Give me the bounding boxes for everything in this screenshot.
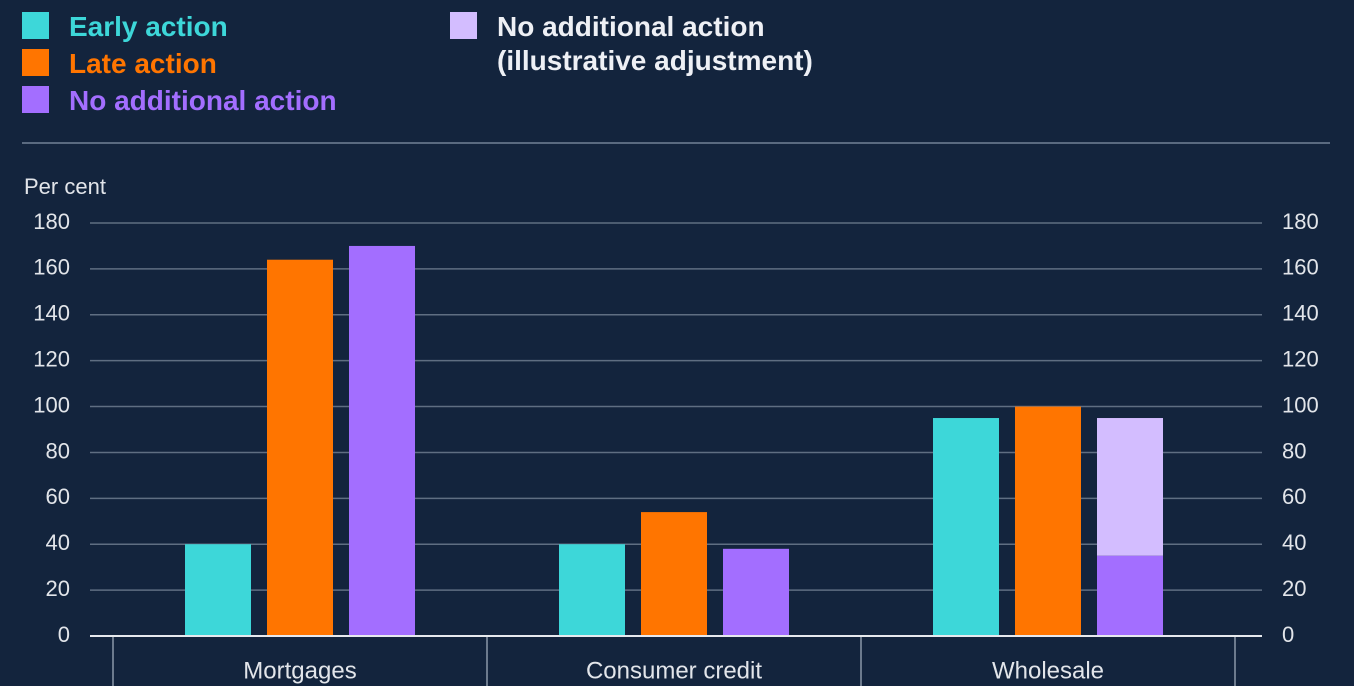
y-tick-label: 120 xyxy=(33,346,70,371)
legend-label: No additional action xyxy=(69,85,337,116)
x-tick-label: Mortgages xyxy=(243,657,356,684)
y-tick-label-right: 100 xyxy=(1282,392,1319,417)
bar xyxy=(723,548,789,636)
bar xyxy=(349,245,415,636)
y-tick-label: 160 xyxy=(33,255,70,280)
y-tick-label-right: 40 xyxy=(1282,530,1306,555)
x-tick-label: Consumer credit xyxy=(586,657,762,684)
y-tick-label-right: 140 xyxy=(1282,301,1319,326)
y-tick-label-right: 0 xyxy=(1282,622,1294,647)
x-tick-label: Wholesale xyxy=(992,657,1104,684)
legend-item: No additional action xyxy=(22,84,337,118)
legend-swatch xyxy=(22,49,49,76)
bar xyxy=(559,544,625,636)
legend-item: Late action xyxy=(22,47,217,81)
bar xyxy=(933,418,999,636)
legend-label: No additional action (illustrative adjus… xyxy=(497,11,813,76)
bar xyxy=(1097,418,1163,556)
y-tick-label-right: 80 xyxy=(1282,438,1306,463)
bar xyxy=(641,512,707,636)
y-tick-label-right: 60 xyxy=(1282,484,1306,509)
y-tick-label: 140 xyxy=(33,301,70,326)
y-tick-label-right: 20 xyxy=(1282,576,1306,601)
legend-label: Late action xyxy=(69,48,217,79)
bar xyxy=(267,259,333,636)
y-tick-label: 20 xyxy=(46,576,70,601)
legend-item: No additional action (illustrative adjus… xyxy=(450,10,887,78)
bar xyxy=(185,544,251,636)
legend-item: Early action xyxy=(22,10,228,44)
y-tick-label-right: 160 xyxy=(1282,255,1319,280)
bar xyxy=(1015,406,1081,636)
legend-swatch xyxy=(22,12,49,39)
y-tick-label: 60 xyxy=(46,484,70,509)
legend-swatch xyxy=(450,12,477,39)
y-tick-label-right: 120 xyxy=(1282,346,1319,371)
y-tick-label: 180 xyxy=(33,209,70,234)
y-tick-label: 80 xyxy=(46,438,70,463)
y-tick-label-right: 180 xyxy=(1282,209,1319,234)
bar xyxy=(1097,555,1163,636)
legend-swatch xyxy=(22,86,49,113)
y-tick-label: 0 xyxy=(58,622,70,647)
legend-label: Early action xyxy=(69,11,228,42)
y-tick-label: 40 xyxy=(46,530,70,555)
y-tick-label: 100 xyxy=(33,392,70,417)
y-axis-label: Per cent xyxy=(24,174,106,199)
